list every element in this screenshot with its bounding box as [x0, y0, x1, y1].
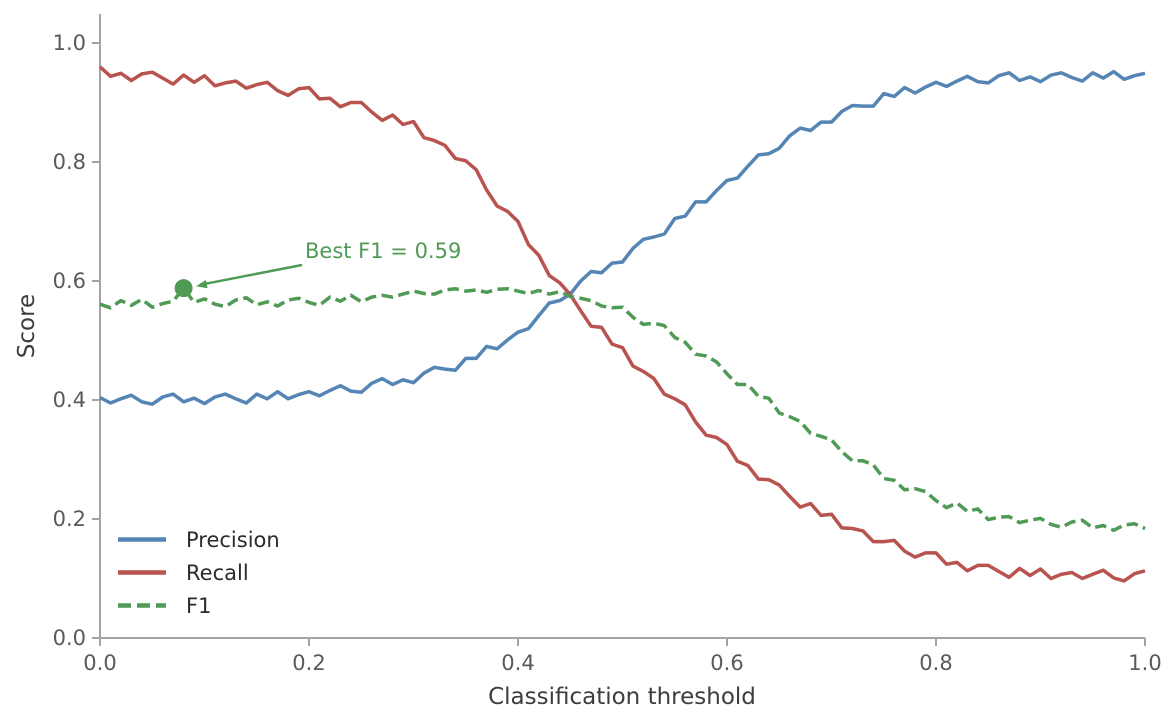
- annotation-arrowhead: [196, 280, 208, 289]
- x-axis-label: Classification threshold: [488, 684, 756, 710]
- legend-item-precision: Precision: [118, 523, 280, 556]
- legend-item-f1: F1: [118, 589, 280, 622]
- legend-label-precision: Precision: [186, 527, 280, 552]
- y-tick-label: 0.4: [52, 388, 86, 412]
- f1-line-swatch: [118, 603, 166, 608]
- y-tick-label: 0.0: [52, 626, 86, 650]
- legend-label-f1: F1: [186, 593, 212, 618]
- x-tick-label: 0.2: [292, 651, 326, 675]
- y-tick-label: 0.6: [52, 269, 86, 293]
- x-tick-label: 0.8: [919, 651, 953, 675]
- x-tick-label: 1.0: [1128, 651, 1162, 675]
- x-tick-label: 0.0: [83, 651, 117, 675]
- precision-line: [99, 69, 1146, 406]
- legend-item-recall: Recall: [118, 556, 280, 589]
- precision-line-swatch: [118, 537, 166, 542]
- annotation-arrow: [203, 263, 303, 286]
- y-tick-label: 1.0: [52, 31, 86, 55]
- best-f1-annotation: Best F1 = 0.59: [305, 239, 462, 263]
- recall-line-swatch: [118, 570, 166, 575]
- legend: Precision Recall F1: [118, 523, 280, 622]
- best-f1-marker: [174, 279, 193, 298]
- legend-label-recall: Recall: [186, 560, 249, 585]
- recall-line: [98, 65, 1146, 583]
- x-tick-label: 0.6: [710, 651, 744, 675]
- y-tick-label: 0.8: [52, 150, 86, 174]
- x-tick-label: 0.4: [501, 651, 535, 675]
- y-tick-label: 0.2: [52, 507, 86, 531]
- f1-line: [99, 286, 1146, 533]
- y-axis-label: Score: [14, 293, 40, 359]
